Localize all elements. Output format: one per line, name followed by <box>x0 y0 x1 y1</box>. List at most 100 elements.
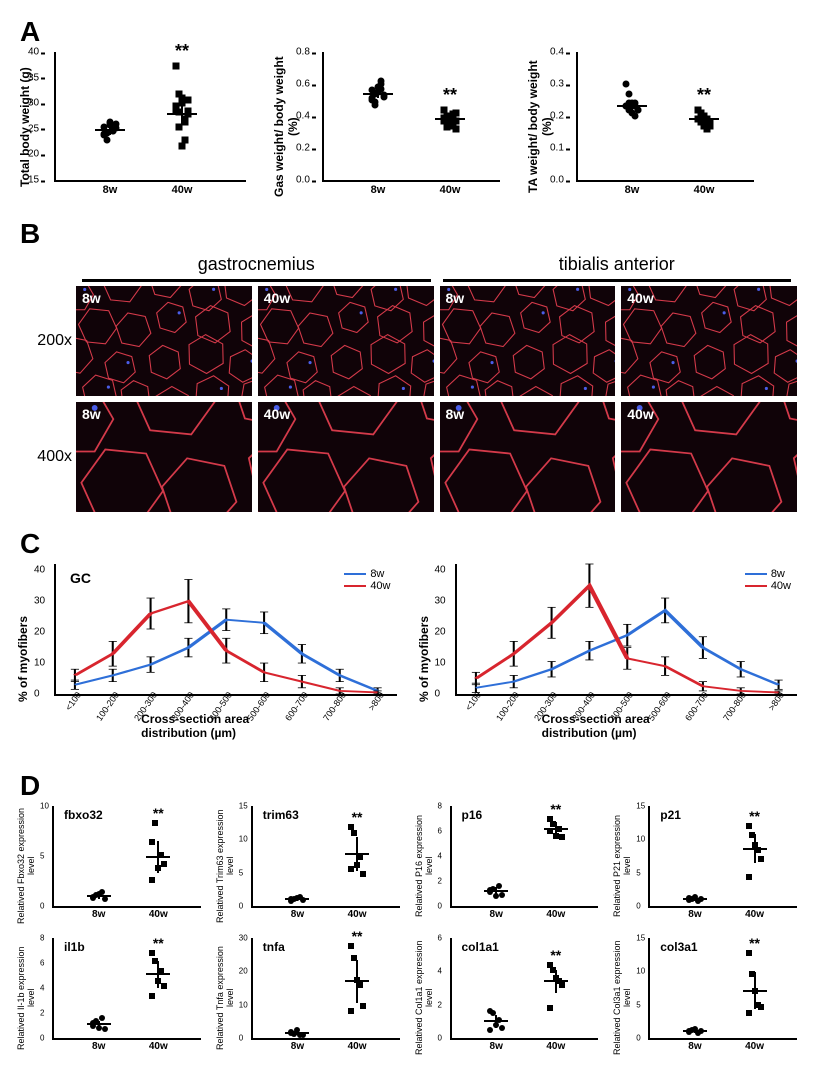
error-bar <box>694 1029 696 1033</box>
row-label: 400x <box>16 448 76 466</box>
panel-label-A: A <box>20 16 797 48</box>
x-category-label: 40w <box>348 1041 367 1052</box>
error-bar <box>495 887 497 895</box>
chart-title: tnfa <box>263 940 285 954</box>
significance-marker: ** <box>443 85 457 106</box>
axes: col1a102468w40w** <box>450 938 599 1040</box>
panel-label-B: B <box>20 218 797 250</box>
data-point <box>559 982 565 988</box>
y-tick: 30 <box>435 596 446 607</box>
micrograph-label: 40w <box>264 290 290 306</box>
y-axis-label: Relatived Il-1b expression level <box>16 938 36 1058</box>
x-category-label: 40w <box>172 184 193 196</box>
y-axis-label: Relatived P16 expression level <box>414 806 434 926</box>
y-tick: 30 <box>239 934 248 943</box>
data-point <box>372 101 379 108</box>
significance-marker: ** <box>153 805 164 821</box>
micrograph-imgs: 8w40w8w40w <box>76 402 797 512</box>
y-tick: 4 <box>438 967 442 976</box>
micrograph: 8w <box>440 402 616 512</box>
y-tick: 2 <box>438 877 442 886</box>
error-bar <box>631 102 633 112</box>
error-bar <box>703 115 705 124</box>
legend-label: 40w <box>370 580 390 592</box>
micrograph: 8w <box>76 286 252 396</box>
panel-label-D: D <box>20 770 797 802</box>
y-tick: 0.2 <box>550 111 564 122</box>
data-point <box>758 856 764 862</box>
legend-item: 40w <box>745 580 791 592</box>
panel-D-scatter: Relatived Col3a1 expression levelcol3a10… <box>612 938 797 1058</box>
micrograph: 40w <box>258 402 434 512</box>
micrograph: 40w <box>621 286 797 396</box>
significance-marker: ** <box>352 928 363 944</box>
legend-label: 40w <box>771 580 791 592</box>
header-underline <box>443 279 792 282</box>
y-axis-label: Relatived Fbxo32 expression level <box>16 806 36 926</box>
error-bar <box>754 834 756 863</box>
chart-title: p21 <box>660 808 681 822</box>
x-category-label: 40w <box>745 909 764 920</box>
panel-D-scatter: Relatived Trim63 expression level trim630… <box>215 806 400 926</box>
chart-inlabel: GC <box>70 570 91 586</box>
legend: 8w40w <box>745 568 791 592</box>
x-category-label: 40w <box>440 184 461 196</box>
y-tick: 0 <box>636 1034 640 1043</box>
x-tick: 100-200 <box>494 690 521 723</box>
data-point <box>746 874 752 880</box>
y-tick: 5 <box>636 868 640 877</box>
y-tick: 25 <box>28 123 39 134</box>
panel-A-row: Total body weight (g)1520253035408w40w**… <box>16 52 797 202</box>
x-category-label: 40w <box>546 1041 565 1052</box>
y-tick: 0.3 <box>550 79 564 90</box>
y-tick: 4 <box>438 852 442 861</box>
error-bar <box>555 970 557 993</box>
micrograph-label: 40w <box>264 406 290 422</box>
error-bar <box>98 893 100 899</box>
y-tick: 10 <box>239 1000 248 1009</box>
x-category-label: 40w <box>745 1041 764 1052</box>
y-tick: 4 <box>40 984 44 993</box>
error-bar <box>377 89 379 99</box>
chart-title: p16 <box>462 808 483 822</box>
y-tick: 0.4 <box>296 111 310 122</box>
header-text: gastrocnemius <box>198 254 315 274</box>
x-category-label: 8w <box>625 184 640 196</box>
data-point <box>487 1027 493 1033</box>
data-point <box>351 830 357 836</box>
x-category-label: 8w <box>688 1041 701 1052</box>
error-bar <box>356 837 358 872</box>
significance-marker: ** <box>550 947 561 963</box>
panel-B-column-header: gastrocnemius <box>82 254 431 286</box>
x-category-label: 40w <box>348 909 367 920</box>
y-tick: 0.8 <box>296 47 310 58</box>
chart-title: col1a1 <box>462 940 499 954</box>
header-text: tibialis anterior <box>559 254 675 274</box>
panel-D-scatter: Relatived Il-1b expression levelil1b0246… <box>16 938 201 1058</box>
header-underline <box>82 279 431 282</box>
y-tick: 0 <box>34 689 40 700</box>
error-bar <box>157 841 159 873</box>
y-tick: 0.6 <box>296 79 310 90</box>
x-tick: 100-200 <box>94 690 121 723</box>
legend-label: 8w <box>771 568 785 580</box>
x-category-label: 40w <box>694 184 715 196</box>
error-bar <box>449 114 451 124</box>
legend-swatch <box>745 573 767 575</box>
data-point <box>632 113 639 120</box>
panel-D-scatter: Relatived Col1a1 expression level col1a10… <box>414 938 599 1058</box>
y-axis-label: Relatived Col1a1 expression level <box>414 938 434 1058</box>
y-axis-label: Relatived Trim63 expression level <box>215 806 235 926</box>
panel-D-scatter: Relatived Tnfa expression leveltnfa01020… <box>215 938 400 1058</box>
data-point <box>185 97 192 104</box>
error-bar <box>296 1032 298 1035</box>
axes: p210510158w40w** <box>648 806 797 908</box>
panel-A-scatter: TA weight/ body weight (%)0.00.10.20.30.… <box>524 52 754 202</box>
y-tick: 20 <box>435 627 446 638</box>
chart-title: trim63 <box>263 808 299 822</box>
y-tick: 30 <box>34 596 45 607</box>
significance-marker: ** <box>352 809 363 825</box>
x-category-label: 40w <box>546 909 565 920</box>
error-bar <box>181 103 183 125</box>
axes: trim630510158w40w** <box>251 806 400 908</box>
